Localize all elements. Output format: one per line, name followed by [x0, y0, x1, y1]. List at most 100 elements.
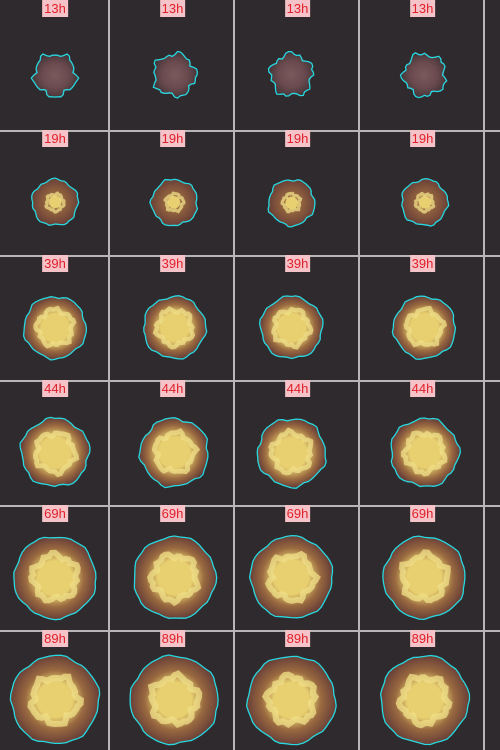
colony-body: [32, 178, 79, 226]
colony-r4-c1: [19, 416, 91, 488]
colony-r2-c4: [401, 178, 450, 227]
time-label: 39h: [284, 255, 311, 272]
colony-cell: 19h: [0, 130, 110, 255]
colony-core-ring: [151, 427, 201, 475]
colony-body: [10, 655, 100, 744]
colony-cell: 19h: [235, 130, 360, 255]
colony-cell: 69h: [235, 505, 360, 630]
colony-body: [393, 296, 456, 359]
grid-line-horizontal: [0, 130, 500, 132]
colony-core-ring: [413, 191, 436, 214]
time-label: 19h: [409, 130, 436, 147]
colony-contour: [30, 53, 80, 98]
colony-core-ring: [268, 427, 314, 476]
colony-cell: 44h: [110, 380, 235, 505]
grid-line-horizontal: [0, 630, 500, 632]
colony-body: [260, 296, 323, 359]
time-label: 19h: [284, 130, 311, 147]
time-label: 69h: [284, 505, 311, 522]
time-label: 89h: [159, 630, 186, 647]
colony-body: [250, 536, 333, 618]
colony-contour: [248, 534, 334, 619]
colony-body: [134, 536, 217, 619]
grid-line-horizontal: [0, 255, 500, 257]
colony-contour: [391, 295, 457, 360]
colony-core-ring: [28, 549, 81, 604]
colony-core-ring: [147, 670, 203, 729]
time-label: 13h: [409, 0, 436, 17]
colony-body: [257, 418, 326, 488]
colony-body: [13, 537, 96, 620]
time-label: 44h: [159, 380, 186, 397]
colony-contour: [129, 654, 219, 746]
colony-core-ring: [264, 550, 321, 604]
time-label: 44h: [409, 380, 436, 397]
colony-contour: [143, 295, 208, 360]
colony-contour: [133, 535, 218, 619]
time-label: 39h: [409, 255, 436, 272]
colony-body: [150, 179, 198, 226]
colony-cell: 44h: [235, 380, 360, 505]
colony-contour: [401, 178, 450, 227]
colony-contour: [19, 416, 91, 488]
colony-cell: 13h: [110, 0, 235, 130]
colony-r2-c3: [267, 179, 316, 228]
colony-core-ring: [261, 671, 320, 728]
colony-contour: [256, 418, 327, 489]
colony-r6-c4: [379, 654, 471, 746]
colony-body: [269, 52, 314, 96]
colony-body: [383, 536, 466, 619]
colony-r1-c1: [30, 53, 80, 98]
colony-cell: 13h: [360, 0, 485, 130]
colony-body: [391, 418, 460, 487]
time-label: 39h: [159, 255, 186, 272]
time-label: 13h: [159, 0, 186, 17]
colony-cell: 44h: [360, 380, 485, 505]
grid-line-horizontal: [0, 505, 500, 507]
grid-line-vertical: [358, 0, 360, 750]
colony-cell: 13h: [235, 0, 360, 130]
colony-contour: [267, 51, 315, 97]
time-label: 44h: [284, 380, 311, 397]
time-label: 39h: [42, 255, 68, 272]
colony-r5-c3: [248, 534, 334, 619]
colony-core-ring: [33, 430, 80, 478]
colony-r6-c3: [245, 655, 337, 746]
colony-r6-c1: [9, 654, 101, 745]
time-label: 13h: [284, 0, 311, 17]
time-label: 69h: [159, 505, 186, 522]
colony-r5-c2: [133, 535, 218, 619]
colony-body: [32, 54, 78, 97]
colony-contour: [22, 296, 87, 361]
colony-r2-c2: [149, 178, 199, 227]
time-label: 89h: [409, 630, 436, 647]
colony-body: [20, 418, 90, 487]
colony-contour: [267, 179, 316, 228]
colony-body: [402, 53, 446, 97]
colony-core-ring: [33, 305, 77, 349]
colony-body: [401, 179, 448, 226]
colony-r4-c4: [390, 417, 461, 488]
colony-contour: [379, 654, 471, 746]
colony-contour: [245, 655, 337, 746]
colony-cell: 19h: [360, 130, 485, 255]
colony-cell: 89h: [235, 630, 360, 750]
time-label: 69h: [409, 505, 436, 522]
colony-core-ring: [152, 305, 196, 350]
colony-cell: 19h: [110, 130, 235, 255]
colony-r1-c3: [267, 51, 315, 97]
time-label: 89h: [42, 630, 68, 647]
colony-core-ring: [280, 191, 303, 214]
colony-cell: 89h: [110, 630, 235, 750]
colony-body: [247, 656, 336, 745]
colony-cell: 89h: [0, 630, 110, 750]
colony-cell: 39h: [360, 255, 485, 380]
colony-contour: [13, 536, 97, 621]
colony-cell: 39h: [110, 255, 235, 380]
colony-r5-c1: [13, 536, 97, 621]
colony-r2-c1: [31, 177, 80, 226]
colony-core-ring: [403, 305, 448, 348]
colony-r4-c3: [256, 418, 327, 489]
colony-contour: [399, 52, 448, 99]
